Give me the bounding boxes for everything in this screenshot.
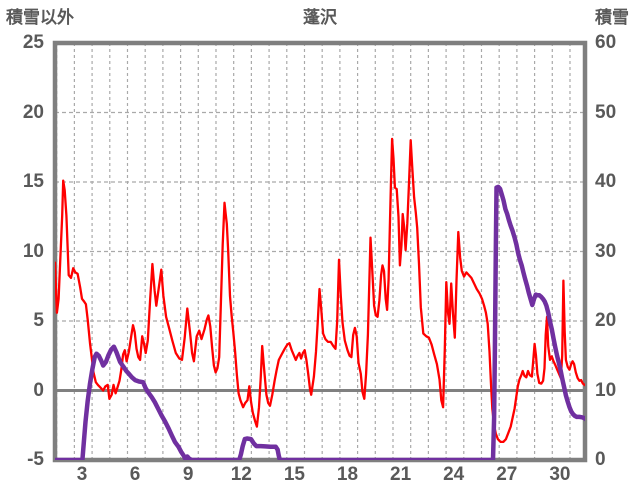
right-axis-tick-label: 50 <box>595 101 617 123</box>
left-axis-title: 積雪以外 <box>6 8 74 27</box>
left-axis-tick-label: -5 <box>27 449 44 470</box>
x-axis-tick-label: 6 <box>129 464 141 485</box>
left-axis-tick-label: 20 <box>22 101 44 123</box>
left-axis-tick-label: 15 <box>22 171 44 192</box>
x-axis-tick-label: 27 <box>496 464 518 485</box>
right-axis-title: 積雪 <box>595 8 629 27</box>
right-axis-tick-label: 10 <box>595 379 617 401</box>
series-right <box>55 184 585 460</box>
left-axis-tick-label: 0 <box>33 379 44 401</box>
x-axis-tick-label: 3 <box>76 464 88 485</box>
left-axis-tick-label: 10 <box>22 240 44 262</box>
x-axis-tick-label: 15 <box>283 464 305 485</box>
left-axis-tick-label: 5 <box>33 310 44 331</box>
left-axis-tick-label: 25 <box>22 32 44 53</box>
x-axis-tick-label: 12 <box>230 464 252 485</box>
x-axis-tick-label: 30 <box>549 464 571 485</box>
right-axis-tick-label: 0 <box>595 449 606 470</box>
right-axis-tick-label: 30 <box>595 240 617 262</box>
x-axis-tick-label: 21 <box>390 464 412 485</box>
chart-title: 蓬沢 <box>303 8 337 27</box>
x-axis-tick-label: 24 <box>443 464 465 485</box>
x-axis-tick-label: 9 <box>182 464 194 485</box>
x-axis-tick-label: 18 <box>336 464 359 485</box>
right-axis-tick-label: 40 <box>595 171 617 192</box>
right-axis-tick-label: 60 <box>595 32 617 53</box>
right-axis-tick-label: 20 <box>595 310 617 331</box>
series-left <box>55 137 585 444</box>
